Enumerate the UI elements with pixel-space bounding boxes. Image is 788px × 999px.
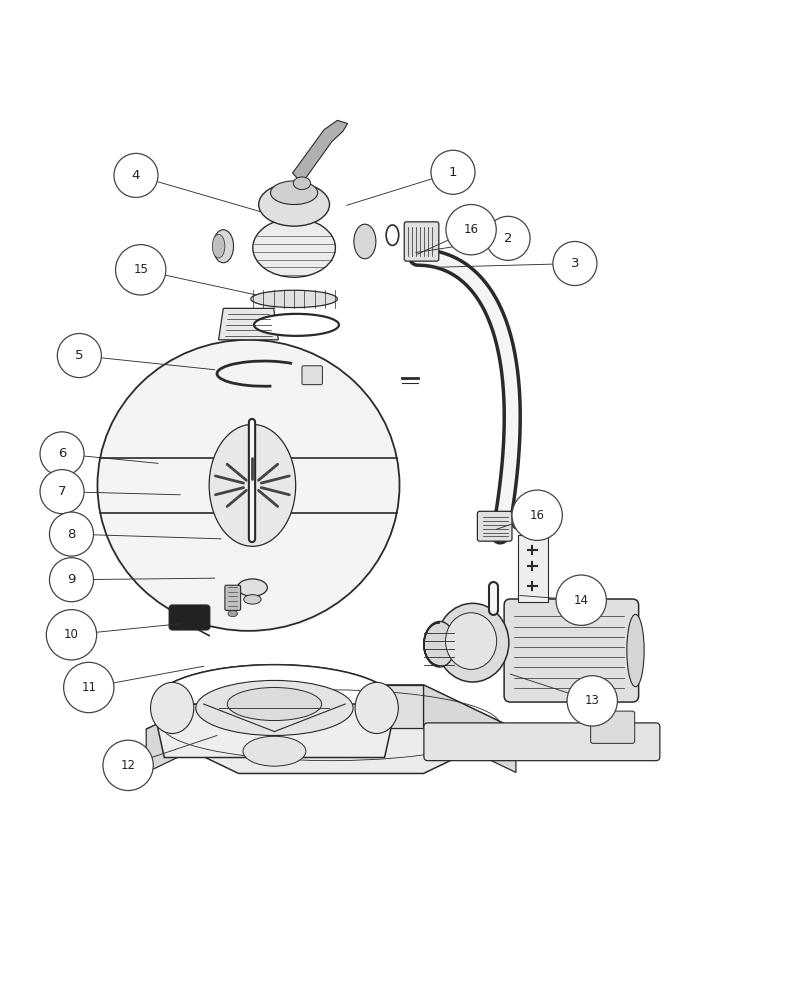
Text: 9: 9: [67, 573, 76, 586]
Text: 2: 2: [504, 232, 512, 245]
Ellipse shape: [354, 224, 376, 259]
Circle shape: [50, 512, 94, 556]
Text: 15: 15: [133, 264, 148, 277]
Circle shape: [46, 609, 97, 660]
Ellipse shape: [355, 682, 398, 733]
Ellipse shape: [258, 183, 329, 226]
Polygon shape: [153, 704, 396, 757]
Circle shape: [103, 740, 154, 790]
Text: 11: 11: [81, 681, 96, 694]
Ellipse shape: [251, 291, 337, 308]
Text: 8: 8: [67, 527, 76, 540]
Ellipse shape: [212, 235, 225, 258]
Text: 6: 6: [58, 448, 66, 461]
Circle shape: [64, 662, 114, 712]
Text: 5: 5: [75, 349, 84, 362]
Text: 10: 10: [64, 628, 79, 641]
FancyBboxPatch shape: [225, 585, 240, 610]
Text: 12: 12: [121, 759, 136, 772]
FancyBboxPatch shape: [404, 222, 439, 261]
Text: 4: 4: [132, 169, 140, 182]
Circle shape: [58, 334, 102, 378]
Polygon shape: [423, 685, 516, 772]
Ellipse shape: [98, 340, 400, 630]
Text: 3: 3: [571, 257, 579, 270]
Ellipse shape: [151, 682, 194, 733]
Ellipse shape: [153, 664, 396, 743]
Ellipse shape: [445, 612, 496, 669]
Circle shape: [116, 245, 166, 295]
Ellipse shape: [243, 594, 261, 604]
Ellipse shape: [626, 614, 644, 686]
Ellipse shape: [153, 664, 396, 743]
Polygon shape: [147, 685, 516, 773]
Circle shape: [431, 150, 475, 194]
Ellipse shape: [437, 603, 509, 682]
Circle shape: [50, 557, 94, 601]
Polygon shape: [147, 685, 239, 772]
Text: 16: 16: [463, 223, 478, 236]
Ellipse shape: [243, 736, 306, 766]
Text: 13: 13: [585, 694, 600, 707]
Text: 16: 16: [530, 508, 545, 521]
Ellipse shape: [386, 225, 399, 246]
Ellipse shape: [228, 610, 237, 616]
Ellipse shape: [253, 219, 336, 278]
FancyBboxPatch shape: [504, 599, 638, 702]
Ellipse shape: [227, 687, 322, 720]
Circle shape: [486, 217, 530, 261]
Bar: [519, 534, 548, 601]
Circle shape: [556, 575, 607, 625]
Text: 7: 7: [58, 486, 66, 499]
Polygon shape: [218, 309, 278, 340]
FancyBboxPatch shape: [591, 711, 634, 743]
Circle shape: [40, 432, 84, 476]
Polygon shape: [239, 685, 423, 728]
Circle shape: [40, 470, 84, 513]
Ellipse shape: [195, 680, 353, 735]
Circle shape: [114, 154, 158, 198]
Ellipse shape: [270, 181, 318, 205]
Ellipse shape: [209, 425, 296, 546]
Ellipse shape: [424, 621, 455, 667]
Ellipse shape: [237, 579, 267, 596]
Ellipse shape: [293, 177, 310, 190]
Circle shape: [553, 242, 597, 286]
Ellipse shape: [513, 521, 527, 529]
Circle shape: [512, 491, 563, 540]
Text: 1: 1: [448, 166, 457, 179]
Text: 14: 14: [574, 593, 589, 606]
Ellipse shape: [213, 230, 233, 263]
FancyBboxPatch shape: [302, 366, 322, 385]
Circle shape: [446, 205, 496, 255]
FancyBboxPatch shape: [424, 723, 660, 760]
Ellipse shape: [254, 314, 339, 336]
FancyBboxPatch shape: [478, 511, 512, 541]
FancyBboxPatch shape: [169, 605, 210, 630]
Polygon shape: [292, 120, 348, 183]
Circle shape: [567, 675, 617, 726]
